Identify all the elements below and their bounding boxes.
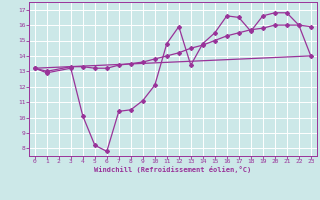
X-axis label: Windchill (Refroidissement éolien,°C): Windchill (Refroidissement éolien,°C) — [94, 166, 252, 173]
